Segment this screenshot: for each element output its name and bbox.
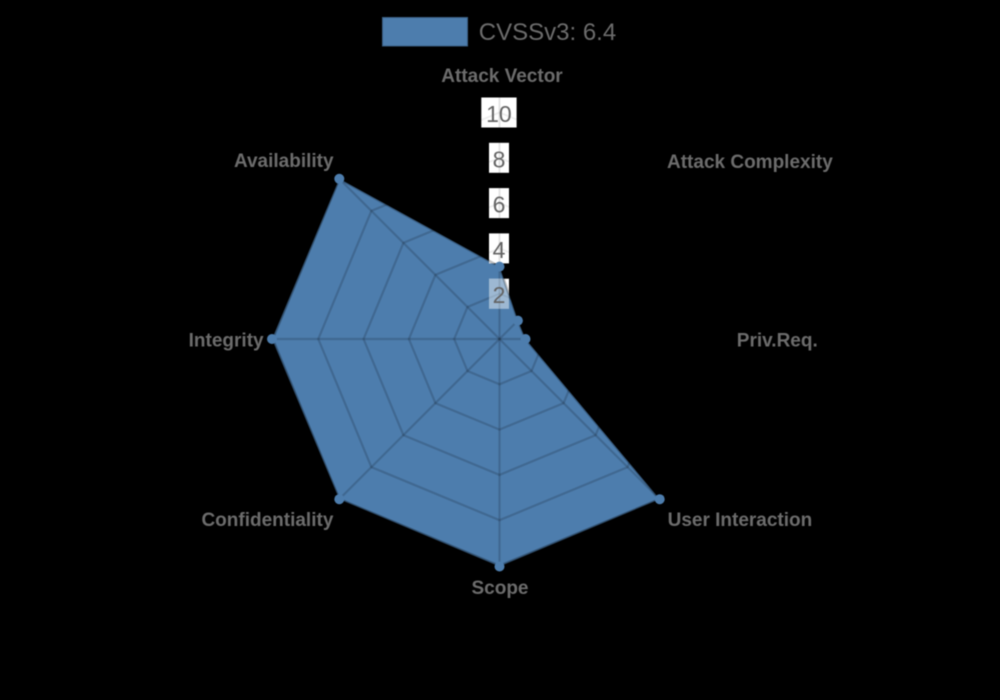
- svg-text:10: 10: [486, 101, 512, 127]
- svg-text:Scope: Scope: [471, 578, 528, 599]
- svg-text:Availability: Availability: [234, 151, 334, 172]
- svg-text:6: 6: [493, 192, 506, 218]
- svg-text:CVSSv3: 6.4: CVSSv3: 6.4: [479, 19, 616, 46]
- svg-text:4: 4: [493, 237, 506, 263]
- svg-text:8: 8: [493, 146, 506, 172]
- svg-text:Attack Complexity: Attack Complexity: [667, 152, 833, 173]
- svg-text:2: 2: [493, 282, 506, 308]
- svg-text:Confidentiality: Confidentiality: [201, 510, 333, 531]
- svg-text:Attack Vector: Attack Vector: [441, 66, 563, 87]
- svg-text:Integrity: Integrity: [189, 331, 264, 352]
- svg-text:User Interaction: User Interaction: [668, 510, 813, 531]
- svg-text:Priv.Req.: Priv.Req.: [737, 331, 818, 352]
